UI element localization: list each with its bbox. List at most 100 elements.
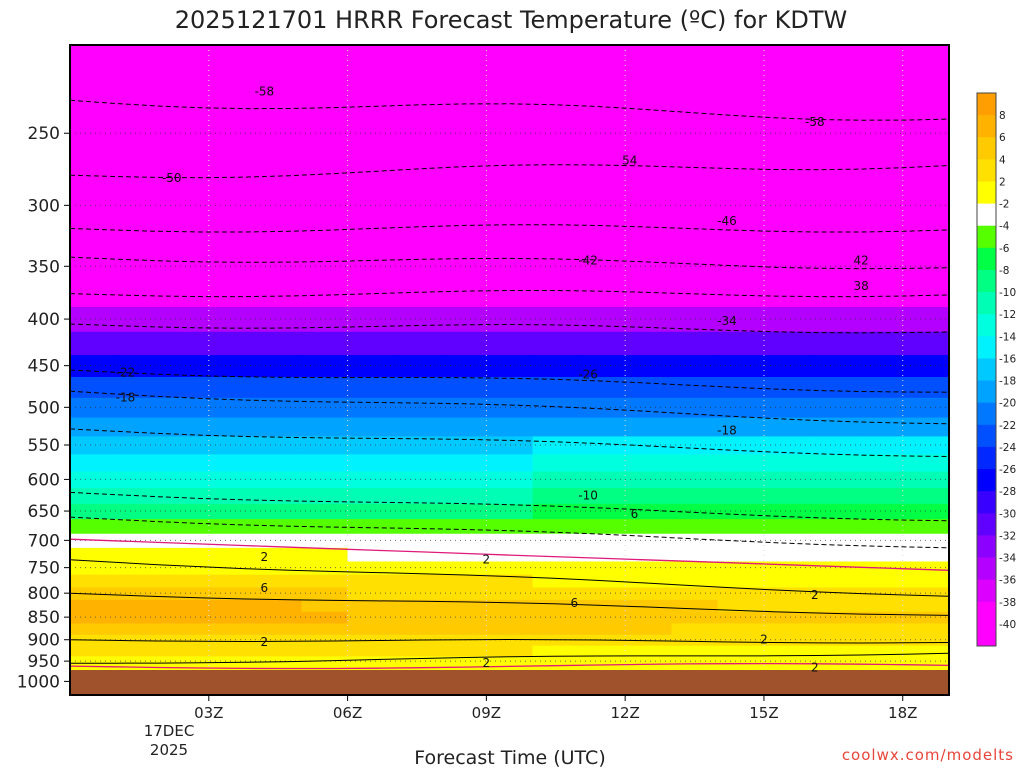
temperature-cell <box>347 112 395 154</box>
isotherm-line <box>70 652 949 664</box>
temperature-cell <box>578 453 627 472</box>
temperature-cell <box>717 152 765 189</box>
temperature-cell <box>162 188 210 222</box>
temperature-cell <box>347 560 395 575</box>
temperature-cell <box>532 586 580 600</box>
contour-label: -26 <box>578 367 598 381</box>
colorbar-label: -26 <box>999 464 1016 476</box>
temperature-cell <box>347 645 395 657</box>
plot-area <box>70 45 949 695</box>
temperature-cell <box>255 453 303 472</box>
chart-title: 2025121701 HRRR Forecast Temperature (ºC… <box>175 6 848 34</box>
temperature-cell <box>486 331 534 356</box>
temperature-cell <box>347 306 395 332</box>
temperature-cell <box>255 547 303 562</box>
temperature-cell <box>116 655 164 667</box>
temperature-cell <box>532 45 580 114</box>
colorbar-swatch <box>977 181 996 205</box>
temperature-cell <box>763 112 812 154</box>
temperature-cell <box>625 45 673 114</box>
temperature-cell <box>810 306 858 332</box>
temperature-cell <box>301 221 349 253</box>
temperature-cell <box>717 634 765 646</box>
temperature-cell <box>116 221 164 253</box>
temperature-cell <box>208 547 257 562</box>
temperature-cell <box>347 611 395 624</box>
temperature-cell <box>902 503 949 520</box>
temperature-cell <box>763 599 812 612</box>
contour-label: -34 <box>717 314 737 328</box>
temperature-cell <box>717 331 765 356</box>
colorbar-label: 8 <box>999 110 1006 122</box>
temperature-cell <box>810 354 858 377</box>
plot-frame <box>69 44 950 696</box>
temperature-cell <box>440 280 488 308</box>
temperature-cell <box>578 397 627 418</box>
y-tick-label: 800 <box>28 584 60 604</box>
grid-lines <box>70 45 949 695</box>
temperature-cell <box>856 622 904 635</box>
temperature-cell <box>532 376 580 398</box>
temperature-cell <box>162 487 210 504</box>
colorbar-label: -16 <box>999 353 1016 365</box>
temperature-cell <box>301 112 349 154</box>
temperature-cell <box>532 331 580 356</box>
temperature-cell <box>70 280 118 308</box>
temperature-cell <box>301 45 349 114</box>
temperature-cell <box>902 417 949 437</box>
temperature-cell <box>255 354 303 377</box>
temperature-cell <box>717 645 765 657</box>
temperature-cell <box>717 376 765 398</box>
temperature-cell <box>486 280 534 308</box>
isotherm-line <box>70 369 949 393</box>
temperature-cell <box>393 397 442 418</box>
colorbar-label: -34 <box>999 553 1016 565</box>
temperature-cell <box>393 560 442 575</box>
contour-label: -18 <box>717 423 737 437</box>
temperature-cell <box>532 599 580 612</box>
y-tick-label: 450 <box>28 357 60 377</box>
temperature-cell <box>208 251 257 281</box>
colorbar-label: -36 <box>999 575 1016 587</box>
temperature-cell <box>578 152 627 189</box>
temperature-cell <box>810 599 858 612</box>
temperature-cell <box>70 376 118 398</box>
temperature-cell <box>902 331 949 356</box>
temperature-cell <box>116 376 164 398</box>
temperature-cell <box>440 221 488 253</box>
temperature-cell <box>70 655 118 667</box>
temperature-cell <box>255 376 303 398</box>
temperature-cell <box>763 611 812 624</box>
temperature-cell <box>347 599 395 612</box>
temperature-cell <box>671 487 719 504</box>
y-tick-label: 550 <box>28 436 60 456</box>
colorbar-swatch <box>977 424 996 448</box>
colorbar-swatch <box>977 336 996 359</box>
temperature-cell <box>717 611 765 624</box>
temperature-cell <box>116 471 164 489</box>
temperature-cell <box>578 188 627 222</box>
temperature-cell <box>347 354 395 377</box>
temperature-cell <box>671 518 719 534</box>
temperature-cell <box>902 221 949 253</box>
temperature-cell <box>208 45 257 114</box>
temperature-cell <box>717 547 765 562</box>
temperature-cell <box>347 487 395 504</box>
y-tick-label: 950 <box>28 652 60 672</box>
contour-label: 6 <box>260 581 268 595</box>
temperature-cell <box>162 45 210 114</box>
temperature-cell <box>301 560 349 575</box>
temperature-cell <box>532 188 580 222</box>
temperature-cell <box>162 354 210 377</box>
temperature-cell <box>116 503 164 520</box>
temperature-cell <box>301 280 349 308</box>
temperature-cell <box>763 280 812 308</box>
temperature-cell <box>162 622 210 635</box>
temperature-cell <box>486 221 534 253</box>
temperature-cell <box>393 611 442 624</box>
temperature-cell <box>116 306 164 332</box>
temperature-cell <box>763 435 812 455</box>
colorbar-swatch <box>977 314 996 337</box>
temperature-cell <box>255 45 303 114</box>
temperature-cell <box>116 152 164 189</box>
